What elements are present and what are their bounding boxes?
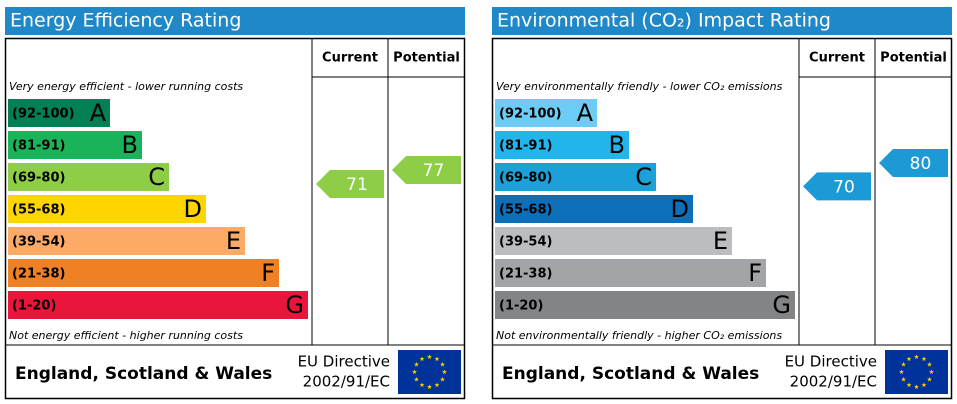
band-letter: F [261,259,275,287]
top-note: Very energy efficient - lower running co… [9,80,243,93]
band-bar [495,259,766,287]
bottom-note: Not environmentally friendly - higher CO… [496,329,782,342]
eu-star [899,369,904,375]
band-letter: G [772,291,791,319]
band-letter: A [577,99,594,127]
eu-star [914,384,919,390]
eu-star [434,382,440,388]
band-bar [495,99,597,127]
eu-star [906,382,912,388]
directive: 2002/91/EC [790,373,877,391]
rating-value: 77 [423,161,445,181]
directive: EU Directive [785,353,877,371]
column-header: Current [809,51,865,66]
band-range: (55-68) [12,203,65,218]
band-letter: G [285,291,304,319]
band-range: (1-20) [12,299,56,314]
rating-value: 71 [346,175,368,195]
directive: 2002/91/EC [303,373,390,391]
band-range: (1-20) [499,299,543,314]
band-range: (55-68) [499,203,552,218]
rating-arrow [392,156,461,184]
column-header: Current [322,51,378,66]
band-range: (81-91) [499,139,552,154]
eu-star [440,361,445,367]
eu-star [434,356,440,362]
band-range: (69-80) [499,171,552,186]
band-bar [8,99,110,127]
band-letter: B [609,131,625,159]
band-bar [495,163,656,191]
band-letter: F [748,259,762,287]
band-bar [495,131,629,159]
band-bar [495,195,693,223]
band-bar [8,195,206,223]
panel-title: Energy Efficiency Rating [10,10,241,32]
band-range: (81-91) [12,139,65,154]
band-bar [495,291,795,319]
band-bar [8,131,142,159]
column-header: Potential [880,51,947,66]
band-range: (92-100) [12,107,75,122]
eu-star [914,354,919,360]
panel-frame [491,37,953,400]
eu-star [440,376,445,382]
eu-star [414,361,419,367]
eu-star [906,356,912,362]
rating-value: 80 [910,154,932,174]
eu-star [442,369,447,375]
bottom-note: Not energy efficient - higher running co… [9,329,243,342]
band-letter: E [713,227,728,255]
band-letter: D [184,195,202,223]
eu-star [921,356,927,362]
eu-star [427,384,432,390]
band-letter: A [90,99,107,127]
eu-star [929,369,934,375]
band-letter: E [226,227,241,255]
band-bar [8,163,169,191]
band-range: (92-100) [499,107,562,122]
eu-star [419,382,425,388]
eu-star [927,361,932,367]
rating-arrow [316,170,384,198]
panel-title: Environmental (CO₂) Impact Rating [497,10,831,32]
eu-star [901,361,906,367]
eu-star [927,376,932,382]
eu-star [412,369,417,375]
eu-star [419,356,425,362]
band-letter: B [122,131,138,159]
band-bar [495,227,732,255]
rating-arrow [803,172,871,201]
top-note: Very environmentally friendly - lower CO… [496,80,783,93]
panel-frame [4,37,466,400]
region: England, Scotland & Wales [15,364,272,384]
band-range: (21-38) [12,267,65,282]
rating-arrow [879,149,948,177]
band-bar [8,291,308,319]
directive: EU Directive [298,353,390,371]
eu-star [414,376,419,382]
band-bar [8,259,279,287]
column-header: Potential [393,51,460,66]
band-letter: C [635,163,652,191]
eu-star [427,354,432,360]
band-range: (21-38) [499,267,552,282]
band-bar [8,227,245,255]
band-letter: C [148,163,165,191]
band-range: (69-80) [12,171,65,186]
title-bar [5,7,465,35]
band-letter: D [671,195,689,223]
band-range: (39-54) [12,235,65,250]
rating-value: 70 [833,177,855,197]
region: England, Scotland & Wales [502,364,759,384]
eu-star [901,376,906,382]
title-bar [492,7,952,35]
band-range: (39-54) [499,235,552,250]
eu-star [921,382,927,388]
